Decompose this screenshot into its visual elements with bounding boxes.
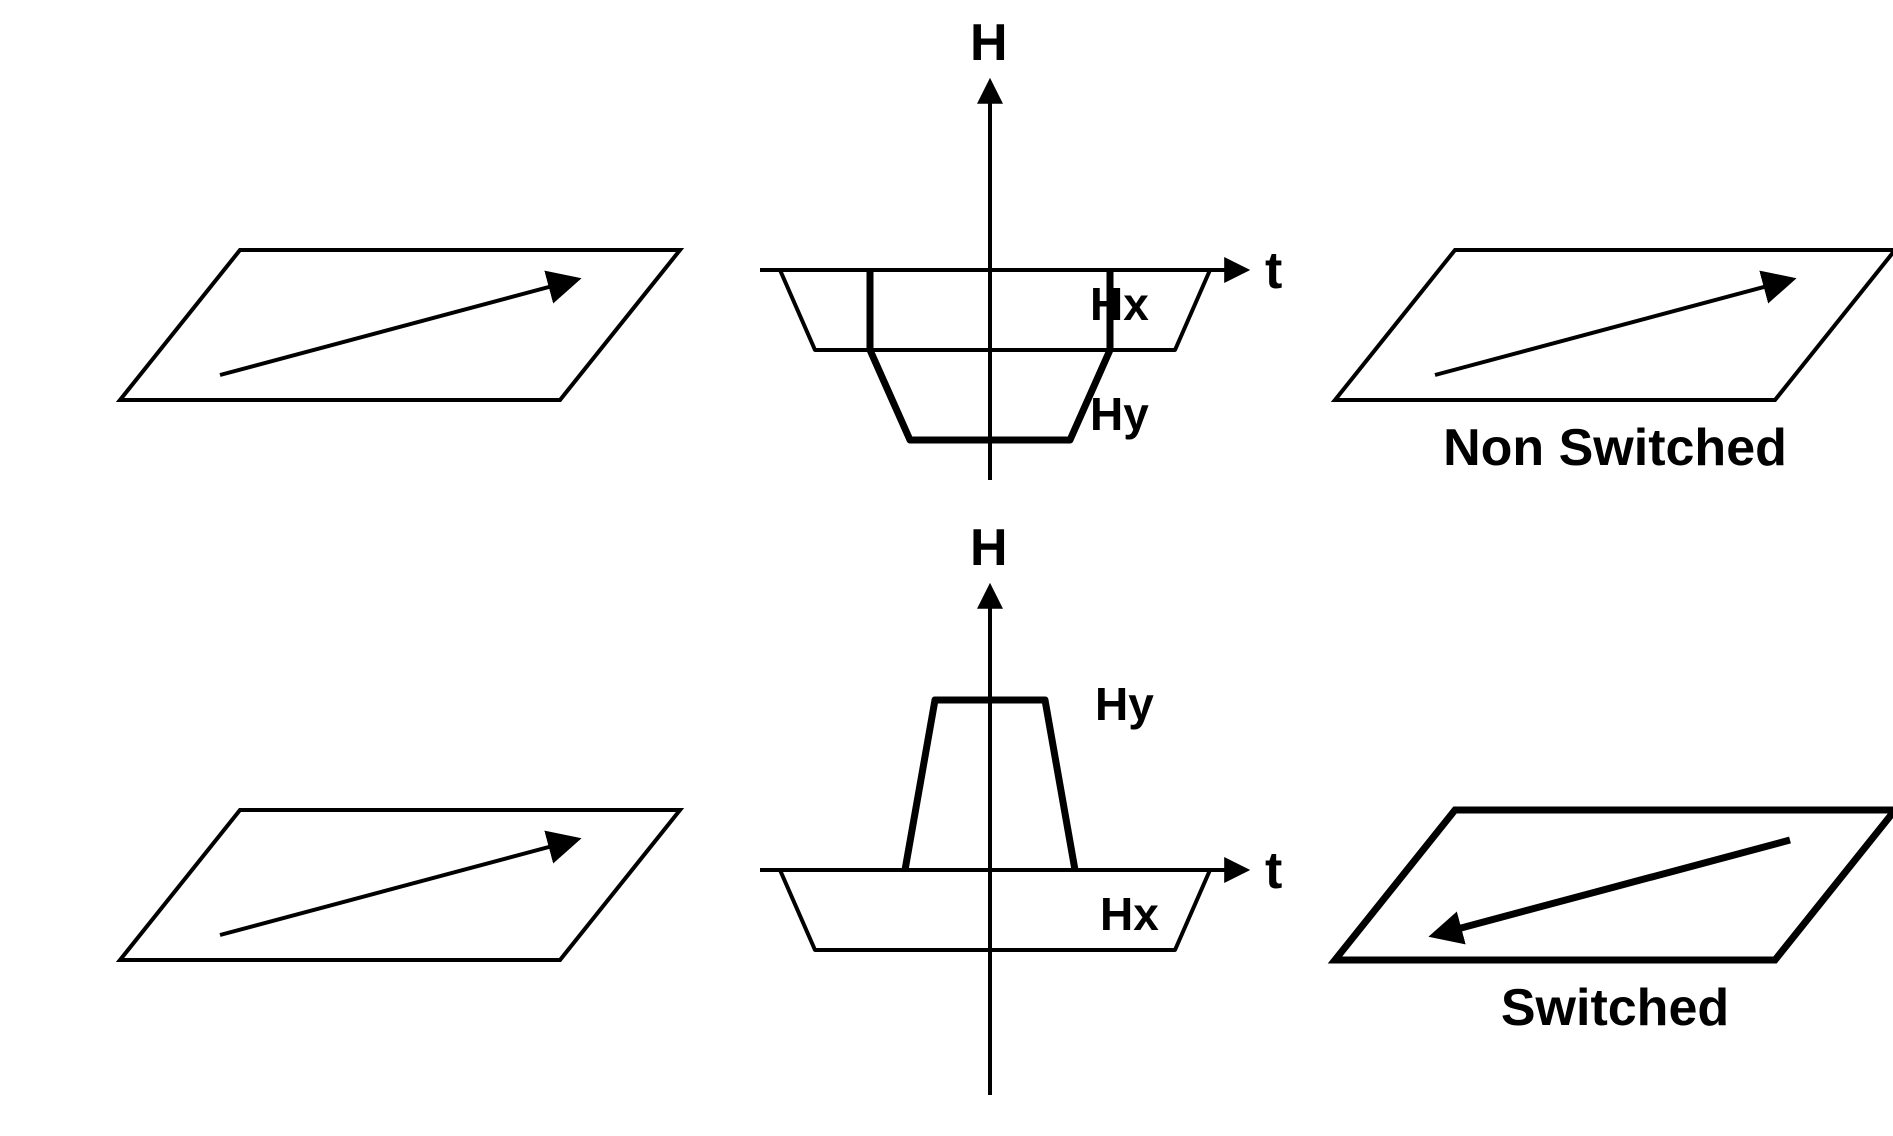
top-chart-y-axis-label: H (970, 14, 1008, 72)
top-chart-x-axis-label: t (1265, 242, 1282, 300)
bottom-left-magnetization-arrow (220, 840, 575, 935)
top-left-magnetization-arrow (220, 280, 575, 375)
top-chart-pulse-label-hy: Hy (1090, 388, 1149, 440)
top-chart-pulse-label-hx: Hx (1090, 278, 1149, 330)
bottom-chart-x-axis-label: t (1265, 842, 1282, 900)
top-right-caption: Non Switched (1443, 419, 1787, 477)
top-right-magnetization-arrow (1435, 280, 1790, 375)
bottom-right-magnetization-arrow (1435, 840, 1790, 935)
bottom-chart-y-axis-label: H (970, 519, 1008, 577)
bottom-chart-pulse-label-hx: Hx (1100, 888, 1159, 940)
bottom-chart-pulse-label-hy: Hy (1095, 678, 1154, 730)
top-right-plane (1335, 250, 1893, 400)
bottom-right-caption: Switched (1501, 979, 1729, 1037)
